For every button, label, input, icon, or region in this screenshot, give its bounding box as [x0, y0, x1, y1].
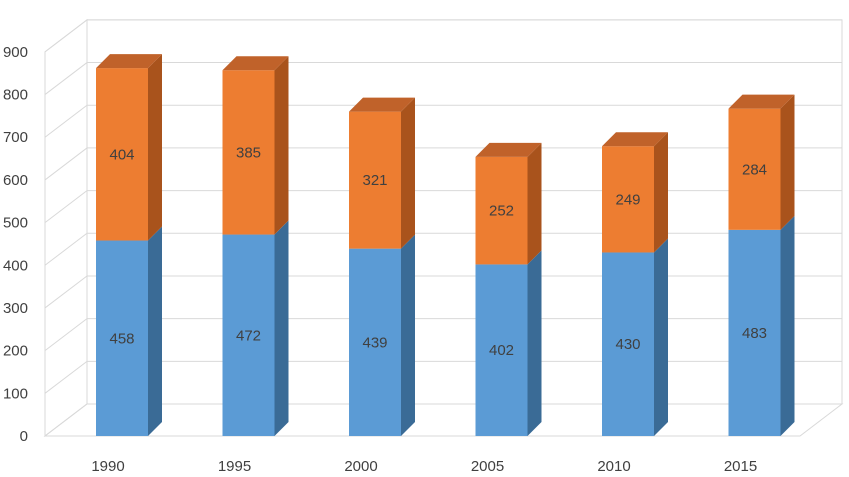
data-label: 249: [615, 191, 640, 208]
bar-side: [527, 250, 542, 436]
bar-front: [602, 252, 654, 436]
bar-front: [475, 156, 528, 265]
y-tick-label: 600: [3, 172, 28, 189]
y-tick-label: 800: [3, 87, 28, 104]
bar-segment: [602, 132, 668, 253]
bar-front: [96, 68, 148, 241]
floor: [43, 403, 844, 437]
bar-front: [475, 264, 528, 436]
bar-segment: [96, 54, 162, 241]
x-tick-label: 2010: [597, 458, 630, 475]
gridline: [44, 147, 842, 181]
bar-top: [602, 132, 668, 147]
bar-front: [602, 146, 654, 253]
bar-segment: [96, 226, 162, 436]
bar-side: [274, 220, 289, 436]
bar-top: [475, 142, 542, 157]
y-tick-label: 400: [3, 257, 28, 274]
gridline: [44, 232, 842, 266]
x-tick-label: 1990: [91, 458, 124, 475]
data-label: 321: [362, 172, 387, 189]
bar-segment: [349, 97, 415, 249]
bar-front: [96, 240, 148, 436]
gridline: [44, 360, 842, 394]
bar-side: [274, 56, 289, 235]
bar-front: [728, 229, 781, 436]
bar-segment: [728, 94, 795, 230]
bar-front: [728, 108, 781, 230]
data-label: 430: [615, 336, 640, 353]
data-label: 404: [109, 146, 134, 163]
gridline: [44, 19, 842, 53]
data-labels: 458 404 472 385 439 321 402 252 430 249 483 284: [109, 144, 767, 359]
y-tick-label: 500: [3, 215, 28, 232]
gridline: [44, 62, 842, 95]
y-tick-label: 0: [20, 428, 28, 445]
y-tick-label: 900: [3, 44, 28, 61]
bar-side: [527, 142, 542, 265]
bar-segment: [475, 250, 542, 436]
bar-front: [349, 111, 401, 249]
bar-top: [222, 56, 289, 71]
data-label: 472: [236, 327, 261, 344]
bar-side: [401, 234, 415, 436]
bar-side: [654, 238, 668, 436]
y-tick-label: 200: [3, 343, 28, 360]
data-label: 284: [742, 161, 767, 178]
bar-front: [349, 248, 401, 436]
data-label: 252: [489, 203, 514, 220]
bar-segment: [728, 215, 795, 436]
gridline: [44, 275, 842, 309]
bar-front: [222, 234, 275, 436]
bar-side: [401, 97, 415, 249]
gridline: [44, 104, 842, 138]
bar-segment: [349, 234, 415, 436]
x-axis-tick-labels: 1990 1995 2000 2005 2010 2015: [91, 458, 757, 475]
data-label: 483: [742, 325, 767, 342]
y-axis-tick-labels: 0 100 200 300 400 500 600 700 800 900: [3, 44, 28, 445]
bars: [96, 54, 795, 436]
bar-top: [349, 97, 415, 112]
bar-side: [148, 54, 162, 241]
gridline: [44, 403, 842, 437]
bar-segment: [475, 142, 542, 265]
bar-side: [780, 94, 795, 230]
bar-top: [728, 94, 795, 109]
gridline: [44, 318, 842, 352]
y-tick-label: 100: [3, 385, 28, 402]
bar-front: [222, 70, 275, 235]
x-tick-label: 2015: [724, 458, 757, 475]
data-label: 402: [489, 342, 514, 359]
bar-top: [96, 54, 162, 69]
bar-segment: [222, 56, 289, 235]
bar-side: [148, 226, 162, 436]
y-tick-label: 300: [3, 300, 28, 317]
x-tick-label: 2000: [344, 458, 377, 475]
gridline: [44, 190, 842, 223]
chart-walls: [43, 18, 844, 438]
bar-segment: [222, 220, 289, 436]
bar-side: [780, 215, 795, 436]
side-wall: [44, 18, 88, 438]
data-label: 439: [362, 334, 387, 351]
x-tick-label: 1995: [218, 458, 251, 475]
bar-segment: [602, 238, 668, 436]
y-tick-label: 700: [3, 129, 28, 146]
x-tick-label: 2005: [471, 458, 504, 475]
bar-side: [654, 132, 668, 253]
data-label: 458: [109, 330, 134, 347]
data-label: 385: [236, 144, 261, 161]
